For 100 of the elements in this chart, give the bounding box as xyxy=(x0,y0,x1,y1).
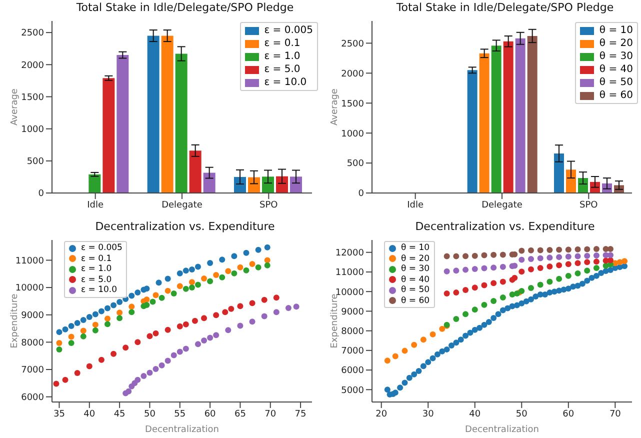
point xyxy=(231,253,238,260)
point xyxy=(164,358,171,364)
legend-label: ε = 0.1 xyxy=(81,254,112,264)
point xyxy=(411,371,418,378)
point xyxy=(122,344,129,351)
point xyxy=(144,302,150,308)
point xyxy=(472,326,478,333)
point xyxy=(74,320,80,326)
point xyxy=(439,326,446,332)
point xyxy=(182,268,189,274)
y-tick-label: 6000 xyxy=(21,393,44,404)
point xyxy=(182,321,189,328)
point xyxy=(249,318,256,325)
bar xyxy=(116,55,129,193)
x-tick-label: SPO xyxy=(580,200,598,210)
legend-label: θ = 40 xyxy=(401,274,430,285)
point xyxy=(574,253,581,260)
point xyxy=(126,388,132,394)
x-tick-label: 50 xyxy=(516,409,528,420)
y-axis-title: Average xyxy=(10,88,20,126)
point xyxy=(62,326,68,332)
point xyxy=(453,268,460,274)
point xyxy=(444,253,450,260)
bar xyxy=(491,46,502,193)
bar xyxy=(248,177,260,193)
point xyxy=(228,306,234,312)
point xyxy=(156,280,162,286)
point xyxy=(194,341,201,348)
point xyxy=(192,318,198,324)
point xyxy=(182,346,189,352)
x-tick-label: 20 xyxy=(376,409,388,420)
point xyxy=(518,300,525,306)
point xyxy=(188,284,195,291)
point xyxy=(607,257,614,264)
point xyxy=(392,353,398,360)
legend-label: θ = 60 xyxy=(401,296,430,306)
point xyxy=(264,257,270,264)
point xyxy=(255,264,262,270)
legend-label: θ = 20 xyxy=(401,254,430,264)
point xyxy=(416,368,422,374)
point xyxy=(430,331,436,338)
point xyxy=(285,305,292,312)
legend-label: ε = 10.0 xyxy=(264,76,307,89)
point xyxy=(237,264,244,270)
point xyxy=(225,268,232,274)
point xyxy=(453,340,460,346)
point xyxy=(249,300,256,306)
point xyxy=(542,292,548,298)
point xyxy=(243,267,250,274)
point xyxy=(490,315,497,322)
y-tick-label: 10000 xyxy=(15,284,44,294)
y-tick-label: 1000 xyxy=(341,129,364,140)
point xyxy=(462,332,469,339)
legend-label: ε = 0.005 xyxy=(264,24,313,37)
x-tick-label: Delegate xyxy=(162,200,203,210)
bar xyxy=(102,78,115,193)
point xyxy=(528,266,534,272)
y-tick-label: 1000 xyxy=(21,125,44,136)
bar xyxy=(566,170,576,193)
point xyxy=(110,350,117,357)
point xyxy=(158,294,165,301)
x-tick-label: SPO xyxy=(260,200,278,210)
point xyxy=(134,376,141,383)
bar xyxy=(262,176,274,193)
point xyxy=(556,246,562,253)
point xyxy=(481,265,488,272)
point xyxy=(420,336,426,343)
point xyxy=(207,334,214,341)
point xyxy=(128,304,135,310)
point xyxy=(176,348,183,355)
y-tick-label: 5000 xyxy=(341,386,364,396)
point xyxy=(495,311,502,318)
legend-label: θ = 10 xyxy=(599,24,633,37)
point xyxy=(574,270,581,276)
point xyxy=(420,363,426,370)
point xyxy=(150,298,156,305)
point xyxy=(273,294,280,301)
bar xyxy=(175,54,188,193)
point xyxy=(68,340,74,346)
point xyxy=(546,263,553,270)
point xyxy=(261,313,268,320)
bar xyxy=(234,176,246,193)
point xyxy=(158,362,165,368)
point xyxy=(574,260,581,266)
bar xyxy=(554,153,564,193)
x-tick-label: 35 xyxy=(54,409,65,420)
y-tick-label: 2500 xyxy=(341,39,364,50)
point xyxy=(584,278,590,284)
point xyxy=(80,333,86,340)
x-tick-label: 65 xyxy=(234,409,246,420)
x-tick-label: 50 xyxy=(144,409,156,420)
x-tick-label: 45 xyxy=(114,409,126,420)
x-tick-label: Idle xyxy=(87,200,104,210)
point xyxy=(425,359,432,366)
x-tick-label: 75 xyxy=(294,409,306,420)
chart-title: Decentralization vs. Expenditure xyxy=(414,219,596,235)
point xyxy=(500,264,506,270)
point xyxy=(104,316,110,322)
point xyxy=(237,303,244,310)
point xyxy=(537,247,544,254)
